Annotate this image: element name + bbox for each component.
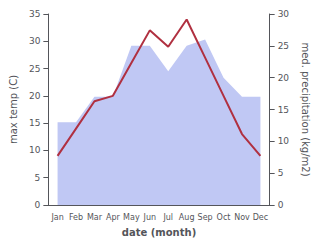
svg-text:30: 30 [29, 36, 41, 46]
svg-text:25: 25 [29, 64, 40, 74]
svg-text:15: 15 [278, 105, 289, 115]
svg-text:Jul: Jul [162, 213, 173, 222]
svg-text:20: 20 [29, 91, 41, 101]
svg-text:Dec: Dec [253, 213, 268, 222]
svg-text:Sep: Sep [198, 213, 213, 222]
svg-text:15: 15 [29, 118, 40, 128]
svg-text:med. precipitation (kg/m2): med. precipitation (kg/m2) [300, 42, 311, 176]
svg-text:date (month): date (month) [122, 227, 196, 238]
svg-text:10: 10 [278, 136, 290, 146]
svg-text:5: 5 [278, 168, 284, 178]
svg-text:35: 35 [29, 9, 40, 19]
svg-text:25: 25 [278, 41, 289, 51]
svg-text:5: 5 [35, 173, 41, 183]
svg-text:Feb: Feb [69, 213, 83, 222]
svg-text:0: 0 [35, 200, 41, 210]
svg-text:Mar: Mar [87, 213, 103, 222]
svg-text:20: 20 [278, 73, 290, 83]
svg-text:Jun: Jun [143, 213, 157, 222]
svg-text:10: 10 [29, 145, 41, 155]
svg-text:Oct: Oct [217, 213, 231, 222]
svg-text:30: 30 [278, 9, 290, 19]
svg-text:0: 0 [278, 200, 284, 210]
svg-text:Aug: Aug [179, 213, 195, 222]
svg-text:Jan: Jan [50, 213, 63, 222]
svg-text:Apr: Apr [106, 213, 121, 222]
svg-text:Nov: Nov [234, 213, 250, 222]
svg-text:May: May [123, 213, 140, 222]
svg-text:max temp (C): max temp (C) [8, 75, 19, 144]
